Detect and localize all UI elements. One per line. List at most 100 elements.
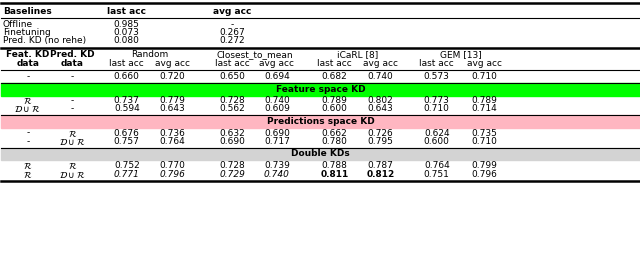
- Text: 0.690: 0.690: [220, 137, 245, 146]
- Text: 0.728: 0.728: [220, 161, 245, 170]
- Text: -: -: [26, 137, 29, 146]
- Text: 0.799: 0.799: [471, 161, 497, 170]
- Text: 0.737: 0.737: [114, 96, 140, 105]
- Text: 0.080: 0.080: [114, 36, 140, 45]
- Text: 0.609: 0.609: [264, 104, 290, 113]
- Text: 0.796: 0.796: [159, 170, 185, 179]
- Text: 0.787: 0.787: [367, 161, 394, 170]
- Text: last acc: last acc: [419, 59, 454, 68]
- Text: 0.662: 0.662: [322, 129, 348, 138]
- Text: 0.650: 0.650: [220, 72, 245, 81]
- Text: $\mathcal{R}$: $\mathcal{R}$: [68, 160, 77, 171]
- Text: 0.594: 0.594: [114, 104, 140, 113]
- Text: 0.600: 0.600: [321, 104, 348, 113]
- Text: 0.779: 0.779: [159, 96, 185, 105]
- Text: Predictions space KD: Predictions space KD: [266, 117, 374, 126]
- Text: $\mathcal{D} \cup \mathcal{R}$: $\mathcal{D} \cup \mathcal{R}$: [14, 103, 41, 114]
- Bar: [1, 115, 640, 128]
- Text: 0.267: 0.267: [220, 28, 245, 37]
- Text: 0.764: 0.764: [159, 137, 185, 146]
- Text: 0.736: 0.736: [159, 129, 185, 138]
- Text: 0.795: 0.795: [367, 137, 394, 146]
- Text: 0.600: 0.600: [424, 137, 450, 146]
- Text: 0.714: 0.714: [471, 104, 497, 113]
- Text: data: data: [16, 59, 39, 68]
- Text: 0.788: 0.788: [321, 161, 348, 170]
- Text: 0.752: 0.752: [114, 161, 140, 170]
- Text: last acc: last acc: [215, 59, 250, 68]
- Text: -: -: [26, 129, 29, 138]
- Text: Random: Random: [131, 50, 168, 59]
- Bar: [1, 148, 640, 160]
- Text: $\mathcal{R}$: $\mathcal{R}$: [23, 95, 33, 106]
- Text: GEM [13]: GEM [13]: [440, 50, 481, 59]
- Text: Closest_to_mean: Closest_to_mean: [216, 50, 293, 59]
- Text: $\mathcal{R}$: $\mathcal{R}$: [23, 160, 33, 171]
- Text: $\mathcal{D} \cup \mathcal{R}$: $\mathcal{D} \cup \mathcal{R}$: [59, 136, 86, 147]
- Text: 0.632: 0.632: [220, 129, 245, 138]
- Text: -: -: [71, 96, 74, 105]
- Text: 0.796: 0.796: [471, 170, 497, 179]
- Text: avg acc: avg acc: [467, 59, 502, 68]
- Text: 0.694: 0.694: [264, 72, 290, 81]
- Text: 0.710: 0.710: [471, 137, 497, 146]
- Text: avg acc: avg acc: [259, 59, 294, 68]
- Text: -: -: [230, 20, 234, 29]
- Text: Pred. KD: Pred. KD: [50, 50, 95, 59]
- Text: avg acc: avg acc: [155, 59, 189, 68]
- Text: Offline: Offline: [3, 20, 33, 29]
- Text: Pred. KD (no rehe): Pred. KD (no rehe): [3, 36, 86, 45]
- Bar: [1, 83, 640, 96]
- Text: 0.562: 0.562: [220, 104, 245, 113]
- Text: 0.739: 0.739: [264, 161, 290, 170]
- Text: -: -: [71, 72, 74, 81]
- Text: 0.757: 0.757: [114, 137, 140, 146]
- Text: 0.789: 0.789: [321, 96, 348, 105]
- Text: 0.717: 0.717: [264, 137, 290, 146]
- Text: iCaRL [8]: iCaRL [8]: [337, 50, 378, 59]
- Text: 0.802: 0.802: [367, 96, 394, 105]
- Text: 0.780: 0.780: [321, 137, 348, 146]
- Text: Finetuning: Finetuning: [3, 28, 51, 37]
- Text: 0.643: 0.643: [159, 104, 185, 113]
- Text: 0.812: 0.812: [366, 170, 395, 179]
- Text: 0.726: 0.726: [367, 129, 394, 138]
- Text: 0.770: 0.770: [159, 161, 185, 170]
- Text: Baselines: Baselines: [3, 7, 52, 16]
- Text: data: data: [61, 59, 84, 68]
- Text: 0.710: 0.710: [471, 72, 497, 81]
- Text: 0.773: 0.773: [424, 96, 450, 105]
- Text: 0.764: 0.764: [424, 161, 450, 170]
- Text: 0.073: 0.073: [114, 28, 140, 37]
- Text: Feat. KD: Feat. KD: [6, 50, 49, 59]
- Text: 0.729: 0.729: [220, 170, 245, 179]
- Text: 0.771: 0.771: [114, 170, 140, 179]
- Text: Feature space KD: Feature space KD: [276, 85, 365, 94]
- Text: 0.660: 0.660: [114, 72, 140, 81]
- Text: 0.676: 0.676: [114, 129, 140, 138]
- Text: 0.789: 0.789: [471, 96, 497, 105]
- Text: 0.735: 0.735: [471, 129, 497, 138]
- Text: 0.720: 0.720: [159, 72, 185, 81]
- Text: 0.710: 0.710: [424, 104, 450, 113]
- Text: 0.624: 0.624: [424, 129, 449, 138]
- Text: 0.690: 0.690: [264, 129, 290, 138]
- Text: 0.740: 0.740: [367, 72, 394, 81]
- Text: 0.811: 0.811: [321, 170, 349, 179]
- Text: last acc: last acc: [109, 59, 144, 68]
- Text: last acc: last acc: [317, 59, 352, 68]
- Text: 0.682: 0.682: [322, 72, 348, 81]
- Text: 0.740: 0.740: [264, 96, 290, 105]
- Text: 0.728: 0.728: [220, 96, 245, 105]
- Text: 0.643: 0.643: [367, 104, 394, 113]
- Text: -: -: [71, 104, 74, 113]
- Text: last acc: last acc: [108, 7, 147, 16]
- Text: avg acc: avg acc: [213, 7, 252, 16]
- Text: Double KDs: Double KDs: [291, 149, 350, 158]
- Text: $\mathcal{R}$: $\mathcal{R}$: [23, 169, 33, 180]
- Text: 0.751: 0.751: [424, 170, 450, 179]
- Text: 0.740: 0.740: [264, 170, 290, 179]
- Text: -: -: [26, 72, 29, 81]
- Text: 0.573: 0.573: [424, 72, 450, 81]
- Text: 0.985: 0.985: [114, 20, 140, 29]
